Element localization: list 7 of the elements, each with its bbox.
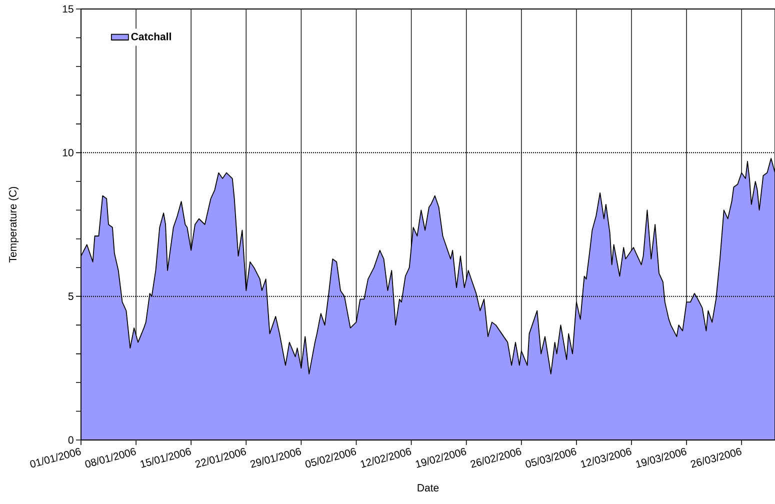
x-axis-title: Date	[418, 484, 439, 492]
y-tick-label: 10	[62, 148, 74, 156]
y-tick-label: 0	[68, 436, 74, 444]
y-tick-label: 15	[62, 5, 74, 13]
legend-label: Catchall	[131, 32, 171, 40]
y-tick-label: 5	[68, 292, 74, 300]
y-axis-title: Temperature (C)	[8, 186, 19, 262]
